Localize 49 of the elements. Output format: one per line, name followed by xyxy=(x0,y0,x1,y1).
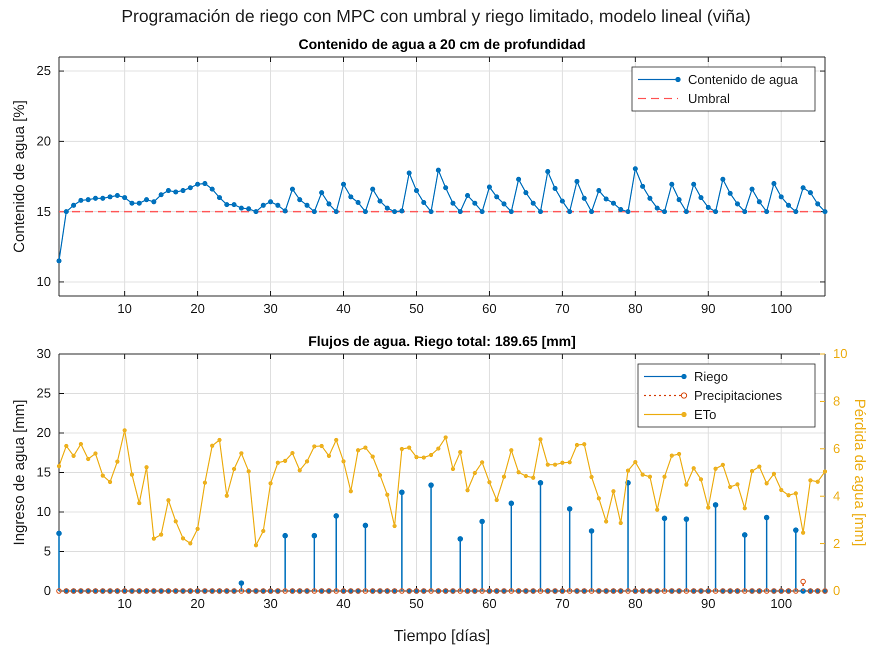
x-tick-label: 80 xyxy=(628,301,643,316)
y-tick-label: 30 xyxy=(36,346,51,362)
legend-label: Precipitaciones xyxy=(694,388,783,403)
y2-tick-label: 0 xyxy=(833,583,840,598)
x-tick-label: 10 xyxy=(117,596,132,612)
x-tick-label: 70 xyxy=(555,596,570,612)
x-tick-label: 20 xyxy=(190,596,205,612)
y-tick-label: 10 xyxy=(36,504,51,520)
x-tick-label: 10 xyxy=(117,301,132,316)
x-tick-label: 90 xyxy=(701,301,716,316)
y-axis-title: Ingreso de agua [mm] xyxy=(11,400,28,546)
x-axis-title: Tiempo [días] xyxy=(394,628,490,645)
y-tick-label: 0 xyxy=(44,583,51,598)
y-tick-label: 20 xyxy=(36,134,51,149)
x-tick-label: 70 xyxy=(555,301,570,316)
x-tick-label: 100 xyxy=(770,596,792,612)
x-tick-label: 50 xyxy=(409,596,424,612)
y2-tick-label: 6 xyxy=(833,440,840,456)
x-tick-label: 60 xyxy=(482,301,497,316)
y-tick-label: 10 xyxy=(36,274,51,290)
chart-title: Programación de riego con MPC con umbral y riego limitado, modelo lineal (viña) xyxy=(121,6,751,26)
y-tick-label: 20 xyxy=(36,425,51,440)
y2-tick-label: 2 xyxy=(833,536,840,551)
x-tick-label: 60 xyxy=(482,596,497,612)
y-tick-label: 25 xyxy=(36,63,51,78)
y-tick-label: 5 xyxy=(44,544,51,559)
legend-label: Umbral xyxy=(688,91,730,106)
y-axis-title: Contenido de agua [%] xyxy=(11,100,28,253)
y2-axis-title: Pérdida de agua [mm] xyxy=(851,398,868,546)
y2-tick-label: 10 xyxy=(833,346,848,362)
chart-subtitle: Contenido de agua a 20 cm de profundidad xyxy=(298,36,586,52)
x-tick-label: 90 xyxy=(701,596,716,612)
y2-tick-label: 4 xyxy=(833,488,840,504)
y-tick-label: 15 xyxy=(36,204,51,219)
y-tick-label: 15 xyxy=(36,464,51,480)
y2-tick-label: 8 xyxy=(833,394,840,409)
chart-title: Flujos de agua. Riego total: 189.65 [mm] xyxy=(308,333,576,349)
x-tick-label: 40 xyxy=(336,596,351,612)
x-tick-label: 30 xyxy=(263,301,278,316)
x-tick-label: 30 xyxy=(263,596,278,612)
legend-label: Contenido de agua xyxy=(688,72,799,87)
x-tick-label: 50 xyxy=(409,301,424,316)
x-tick-label: 80 xyxy=(628,596,643,612)
y-tick-label: 25 xyxy=(36,386,51,401)
legend-label: ETo xyxy=(694,407,716,422)
x-tick-label: 100 xyxy=(770,301,792,316)
x-tick-label: 20 xyxy=(190,301,205,316)
x-tick-label: 40 xyxy=(336,301,351,316)
legend-label: Riego xyxy=(694,369,728,384)
